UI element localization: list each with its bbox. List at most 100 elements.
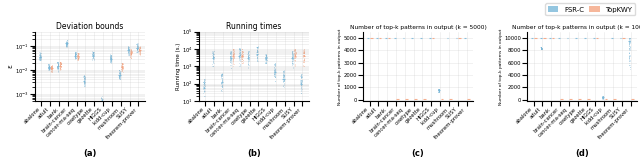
Point [435,88,445,91]
Point [35,56,45,59]
Point [71,53,81,55]
Point [290,51,300,54]
Point [252,55,262,58]
Point [252,54,262,56]
Point [278,78,289,80]
Point [226,52,236,54]
Point [87,59,97,61]
Point [116,66,127,68]
Point [235,52,245,55]
Point [234,47,244,50]
Point [116,66,127,69]
Point [228,54,238,56]
Point [260,53,270,55]
Point [209,62,219,64]
Point [124,53,134,55]
Title: Number of top-k patterns in output (k = 5000): Number of top-k patterns in output (k = … [349,25,486,30]
Point [296,84,306,87]
Point [300,58,310,60]
Point [598,95,608,98]
Point [227,49,237,51]
Point [434,89,444,91]
Point [228,51,239,54]
Point [124,46,134,48]
Point [217,85,227,88]
Point [106,57,116,59]
Point [298,55,308,57]
Point [278,74,288,76]
Point [97,97,107,99]
Point [62,43,72,46]
Point [298,51,308,54]
Point [125,48,136,50]
Point [288,58,298,61]
Point [131,48,141,51]
Point [536,48,546,51]
Point [114,73,124,76]
Point [96,100,106,102]
Point [217,85,227,88]
Point [278,79,288,82]
Point [269,63,280,66]
Point [252,57,262,60]
Point [269,64,279,66]
Point [228,53,238,55]
Point [124,52,134,55]
Point [289,53,300,56]
Point [228,53,239,56]
Point [47,65,58,67]
Point [198,85,209,88]
Point [235,49,245,51]
Point [252,49,262,52]
Point [70,55,81,57]
Point [135,53,145,55]
Point [298,51,308,54]
Point [228,60,238,62]
Point [44,66,54,69]
Point [115,73,125,76]
Point [53,62,63,65]
Point [243,55,253,57]
Point [226,50,236,52]
Point [536,48,547,50]
Point [44,64,54,67]
Point [296,75,307,77]
Point [115,77,125,80]
Point [79,75,89,77]
Point [79,80,89,83]
Point [79,75,89,78]
Point [53,61,63,64]
Point [73,55,83,57]
Point [598,97,608,100]
Point [132,48,143,51]
Point [235,56,245,58]
Point [52,61,62,64]
Point [598,96,609,99]
Point [43,63,53,65]
Point [261,55,271,57]
Point [54,64,65,67]
Point [47,64,57,66]
Point [35,57,45,59]
Point [225,53,236,55]
Point [536,46,546,48]
Point [198,80,209,83]
Point [207,52,218,55]
Point [117,66,127,68]
Point [536,48,546,51]
Point [73,56,83,59]
Point [289,48,300,51]
Point [55,66,65,69]
Point [106,58,116,60]
Point [208,57,218,60]
Point [624,63,634,66]
Point [96,100,106,103]
Point [46,67,56,69]
Point [97,99,108,102]
Point [74,55,84,57]
Point [243,54,253,57]
Point [536,47,547,50]
Point [80,76,90,79]
Point [236,60,246,63]
Point [252,51,262,54]
